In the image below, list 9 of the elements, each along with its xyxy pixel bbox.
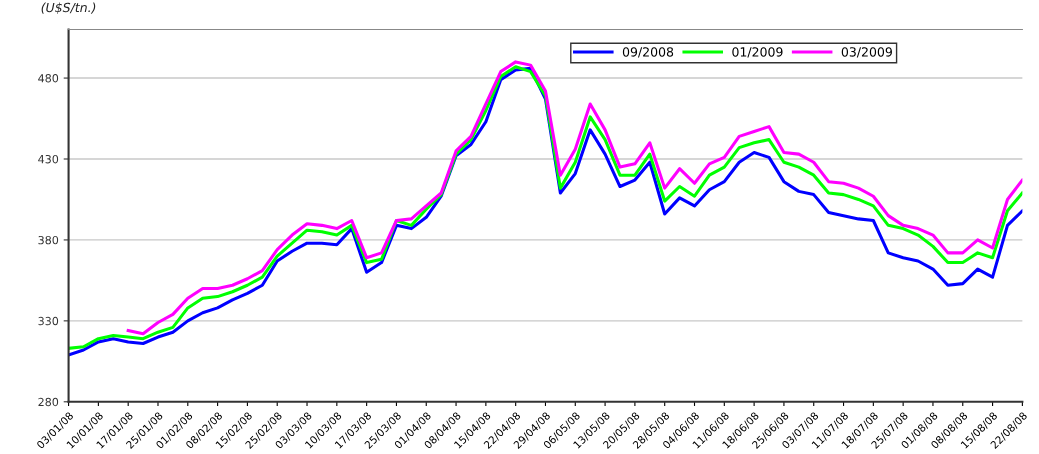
y-tick-label: 380 [38,235,59,245]
legend-label: 01/2009 [732,47,783,58]
y-tick-label: 480 [38,74,59,83]
legend-label: 03/2009 [841,47,892,58]
y-tick-label: 430 [38,154,59,164]
y-axis-title: (U$S/tn.) [41,2,96,14]
y-tick-label: 280 [38,397,59,407]
y-tick-label: 330 [38,316,59,326]
legend-label: 09/2008 [622,47,674,58]
